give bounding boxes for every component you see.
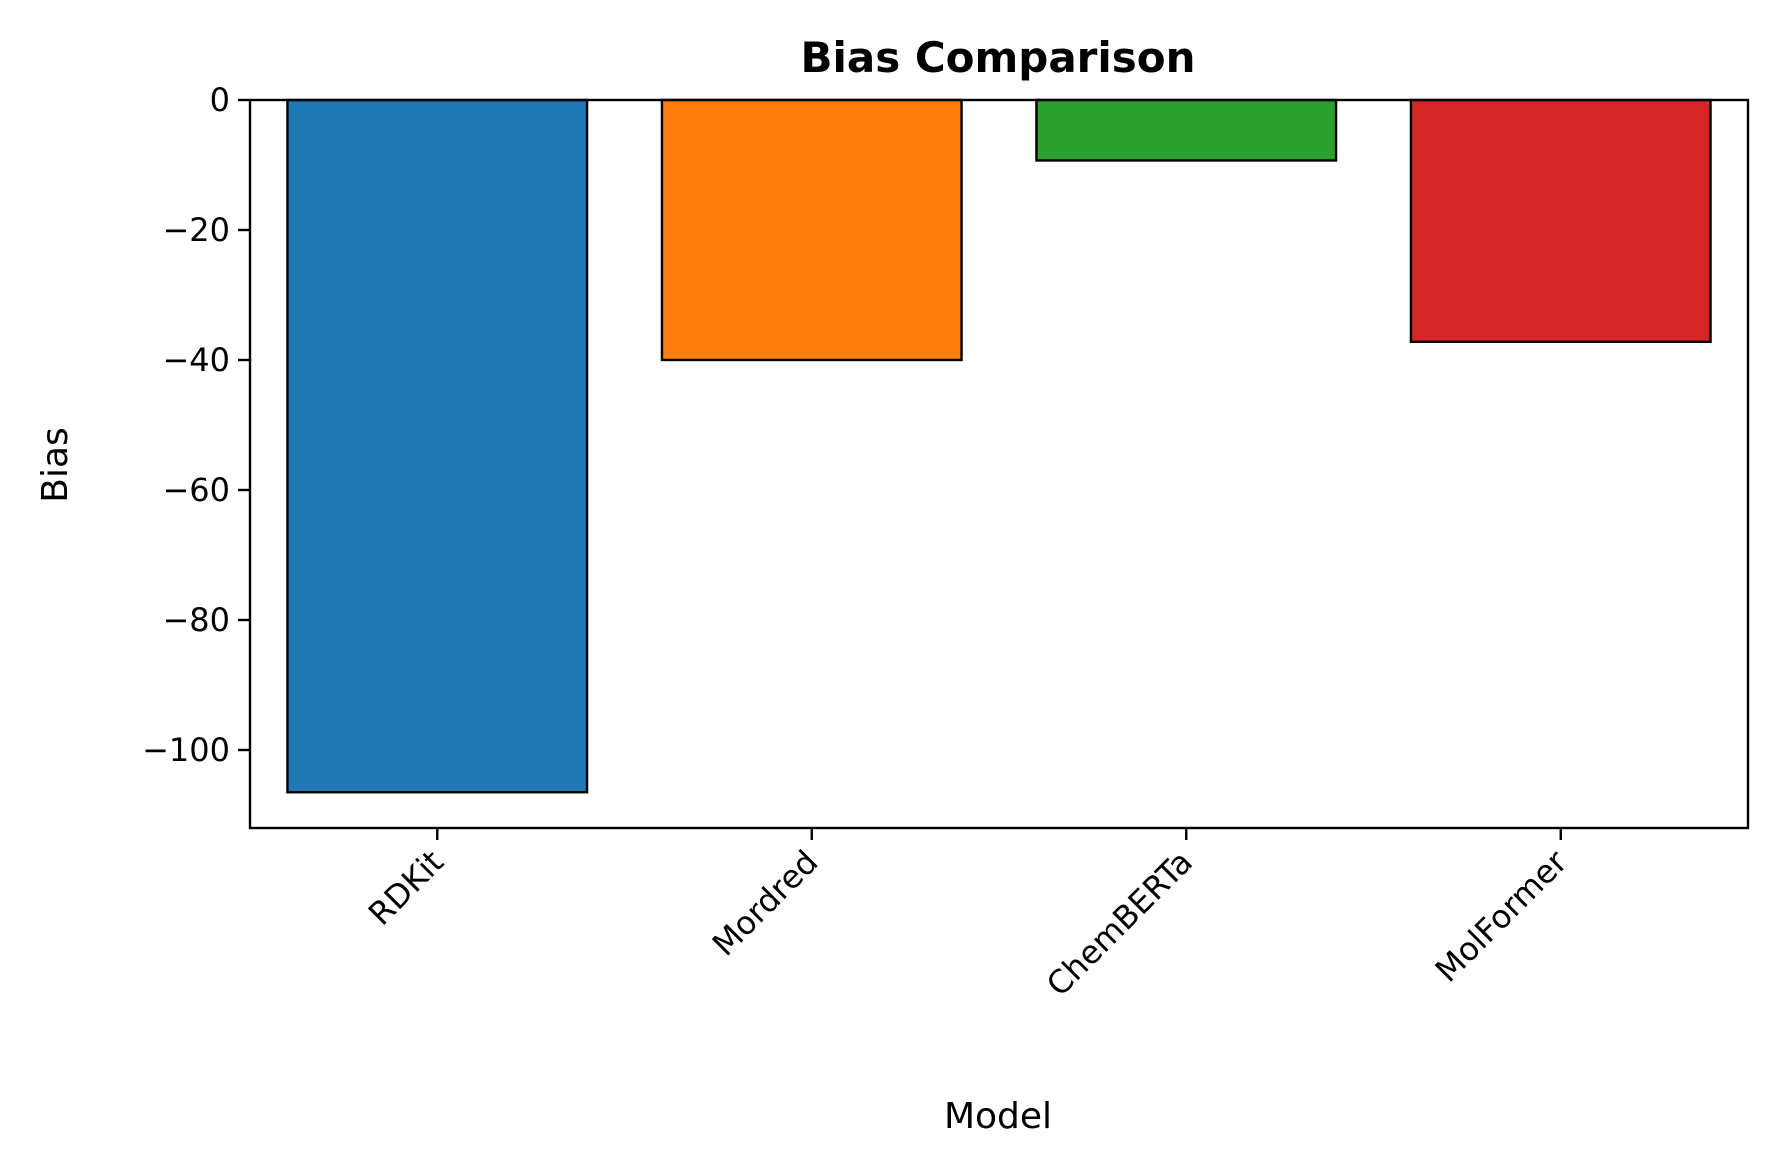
y-tick-label: −40 (162, 341, 230, 379)
y-axis: 0 −20 −40 −60 −80 −100 (142, 81, 250, 769)
bars-group (286, 98, 1712, 794)
y-tick-label: −100 (142, 731, 230, 769)
x-axis-label: Model (944, 1096, 1052, 1137)
bar-chemberta (1035, 98, 1338, 162)
bar-rdkit (286, 98, 589, 794)
y-tick-label: −80 (162, 601, 230, 639)
y-tick-label: 0 (210, 81, 230, 119)
bar-molformer (1409, 98, 1712, 344)
y-tick-label: −20 (162, 211, 230, 249)
plot-frame (248, 98, 1750, 830)
y-tick-label: −60 (162, 471, 230, 509)
chart-title: Bias Comparison (800, 33, 1195, 82)
bar-mordred (660, 98, 963, 362)
y-axis-label: Bias (35, 427, 76, 503)
